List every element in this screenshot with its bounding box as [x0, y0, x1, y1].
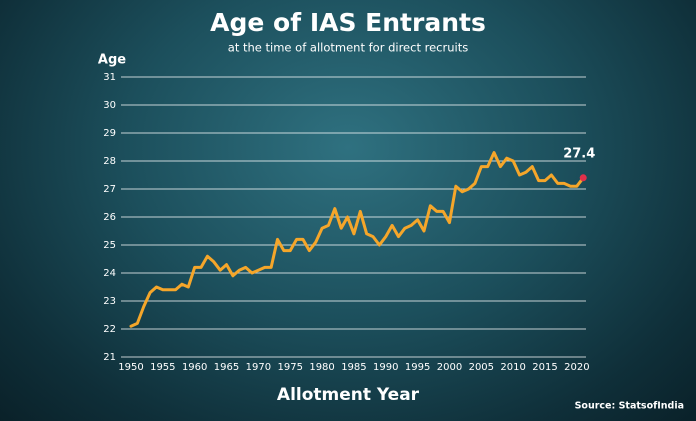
x-tick-label: 1950: [118, 362, 143, 373]
data-label: 27.4: [563, 146, 595, 161]
x-tick-label: 1995: [405, 362, 430, 373]
x-tick-label: 2020: [564, 362, 589, 373]
y-axis-label: Age: [98, 53, 126, 68]
x-tick-label: 1980: [309, 362, 334, 373]
x-tick-label: 1960: [182, 362, 207, 373]
x-tick-label: 1975: [277, 362, 302, 373]
x-tick-label: 2000: [437, 362, 462, 373]
last-point: [579, 174, 587, 182]
x-tick-label: 2005: [469, 362, 494, 373]
y-tick-label: 23: [103, 296, 116, 307]
y-tick-label: 30: [103, 100, 116, 111]
y-tick-label: 29: [103, 128, 116, 139]
x-tick-label: 2010: [500, 362, 525, 373]
y-tick-label: 25: [103, 240, 116, 251]
y-tick-label: 26: [103, 212, 116, 223]
y-tick-label: 31: [103, 72, 116, 83]
x-axis-label: Allotment Year: [277, 385, 420, 405]
y-tick-label: 22: [103, 324, 116, 335]
x-tick-label: 1990: [373, 362, 398, 373]
x-tick-label: 1985: [341, 362, 366, 373]
x-tick-label: 1955: [150, 362, 175, 373]
chart-subtitle: at the time of allotment for direct recr…: [228, 41, 468, 55]
x-tick-label: 1965: [214, 362, 239, 373]
x-tick-label: 2015: [532, 362, 557, 373]
chart-title: Age of IAS Entrants: [210, 8, 486, 37]
x-tick-label: 1970: [246, 362, 271, 373]
y-tick-label: 21: [103, 352, 116, 363]
y-tick-label: 24: [103, 268, 116, 279]
y-tick-label: 28: [103, 156, 116, 167]
data-line: [129, 151, 585, 328]
source: Source: StatsofIndia: [575, 401, 684, 412]
y-tick-label: 27: [103, 184, 116, 195]
